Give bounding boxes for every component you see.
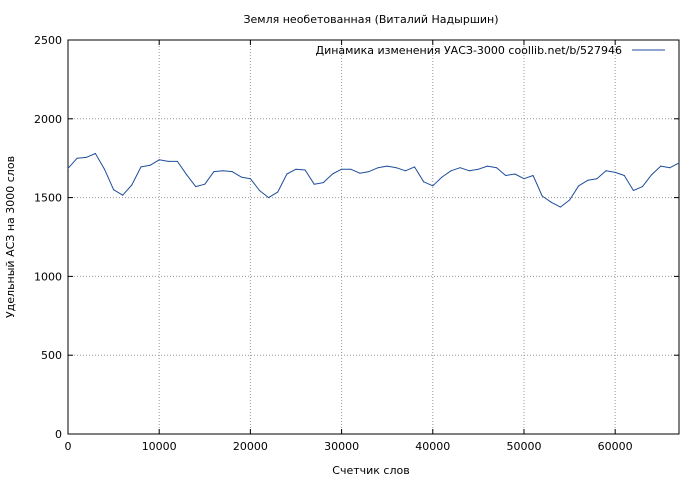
data-point: [341, 168, 343, 170]
chart-title: Земля необетованная (Виталий Надыршин): [243, 13, 498, 26]
data-point: [404, 170, 406, 172]
data-point: [113, 189, 115, 191]
data-point: [541, 195, 543, 197]
data-point: [104, 168, 105, 170]
data-point: [605, 170, 607, 172]
y-tick-label: 2500: [34, 34, 62, 47]
data-point: [459, 167, 461, 169]
data-point: [669, 167, 671, 169]
y-tick-label: 1500: [34, 192, 62, 205]
y-tick-label: 0: [55, 428, 62, 441]
data-point: [678, 162, 680, 164]
data-point: [313, 183, 315, 185]
x-axis-label: Счетчик слов: [332, 464, 409, 477]
data-point: [259, 190, 260, 191]
legend: Динамика изменения УАСЗ-3000 coollib.net…: [316, 44, 665, 57]
data-point: [332, 173, 333, 175]
data-point: [432, 185, 434, 187]
data-point: [149, 164, 151, 166]
data-point: [176, 160, 178, 162]
data-point: [468, 170, 470, 172]
y-tick-label: 500: [41, 349, 62, 362]
data-point: [523, 178, 525, 180]
y-axis-label: Удельный АСЗ на 3000 слов: [4, 156, 17, 318]
legend-label: Динамика изменения УАСЗ-3000 coollib.net…: [316, 44, 623, 57]
x-tick-label: 50000: [506, 440, 541, 453]
data-point: [222, 170, 224, 172]
data-point: [559, 206, 561, 208]
x-tick-label: 10000: [142, 440, 177, 453]
x-tick-label: 0: [65, 440, 72, 453]
data-point: [368, 171, 370, 173]
x-tick-label: 30000: [324, 440, 359, 453]
plot-frame: [67, 39, 680, 435]
data-point: [596, 178, 598, 180]
data-point: [76, 157, 78, 159]
data-point: [85, 156, 87, 158]
data-point: [614, 171, 616, 173]
data-point: [441, 176, 443, 178]
data-point: [505, 175, 507, 176]
data-point: [569, 199, 571, 201]
series-line: [67, 153, 680, 208]
data-point: [213, 171, 215, 173]
data-point: [122, 194, 124, 196]
data-point: [477, 168, 479, 170]
data-point: [450, 170, 452, 172]
data-point: [660, 165, 662, 167]
data-point: [295, 168, 297, 170]
data-point: [377, 167, 379, 169]
data-point: [414, 166, 415, 168]
x-tick-label: 40000: [415, 440, 450, 453]
data-point: [268, 197, 270, 199]
data-point: [623, 175, 625, 176]
data-point: [651, 174, 653, 176]
y-tick-label: 1000: [34, 270, 62, 283]
x-tick-label: 60000: [598, 440, 633, 453]
data-point: [140, 166, 142, 168]
grid: [68, 40, 679, 434]
data-point: [286, 173, 288, 175]
data-point: [642, 186, 643, 188]
data-point: [231, 171, 233, 173]
data-point: [587, 179, 589, 181]
data-point: [249, 178, 251, 180]
data-point: [67, 167, 69, 169]
data-point: [94, 153, 96, 154]
data-point: [204, 183, 206, 185]
data-point: [532, 175, 534, 176]
data-point: [496, 167, 498, 169]
data-point: [195, 186, 197, 188]
data-point: [350, 168, 352, 170]
data-point: [304, 169, 306, 171]
data-point: [186, 174, 188, 176]
data-point: [386, 165, 388, 167]
y-tick-label: 2000: [34, 113, 62, 126]
x-tick-label: 20000: [233, 440, 268, 453]
data-point: [322, 182, 324, 184]
data-point: [423, 181, 425, 183]
data-point: [487, 165, 488, 167]
data-point: [395, 167, 397, 169]
data-point: [359, 172, 361, 174]
data-point: [632, 190, 634, 191]
data-point: [131, 184, 133, 186]
data-point: [277, 191, 279, 193]
data-point: [578, 185, 580, 187]
data-point: [158, 159, 160, 161]
data-point: [514, 173, 516, 175]
data-point: [167, 160, 169, 162]
series-layer: [67, 153, 680, 208]
y-axis: 0 500 1000 1500 2000 2500: [34, 34, 679, 441]
x-axis: 0 10000 20000 30000 40000 50000 60000: [65, 40, 633, 453]
data-point: [240, 176, 242, 178]
data-point: [550, 201, 552, 203]
